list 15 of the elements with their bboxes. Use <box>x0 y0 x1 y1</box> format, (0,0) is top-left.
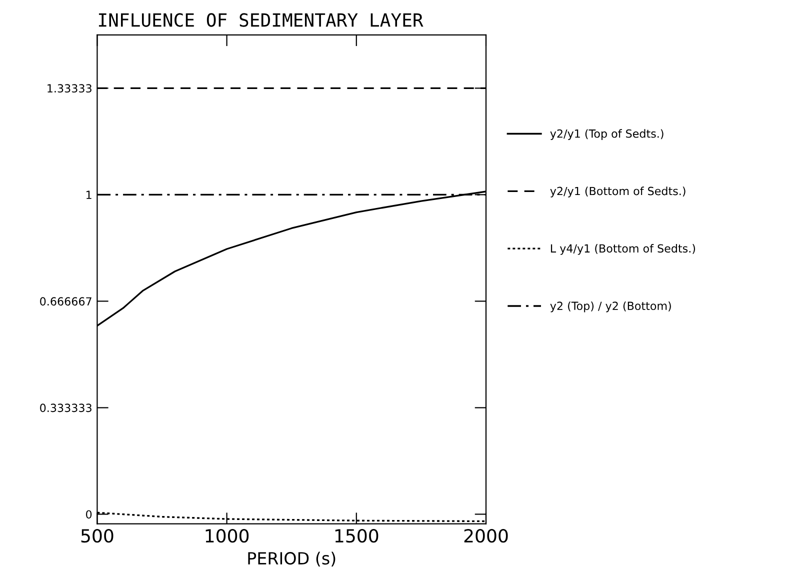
x-tick-label: 1000 <box>206 528 249 543</box>
chart-title: INFLUENCE OF SEDIMENTARY LAYER <box>98 13 424 27</box>
x-tick-label: 2000 <box>464 528 508 543</box>
y-tick-label: 0 <box>86 510 92 519</box>
y-tick-label: 1 <box>86 190 92 199</box>
legend-label: y2/y1 (Top of Sedts.) <box>550 129 664 140</box>
legend-label: y2 (Top) / y2 (Bottom) <box>550 301 671 312</box>
x-tick-label: 1500 <box>335 528 378 543</box>
x-tick-label: 500 <box>81 528 114 543</box>
y-tick-label: 0.666667 <box>40 297 92 306</box>
legend-label: y2/y1 (Bottom of Sedts.) <box>550 186 686 198</box>
y-tick-label: 0.333333 <box>40 404 92 412</box>
x-axis-title: PERIOD (s) <box>248 552 336 567</box>
y-tick-label: 1.33333 <box>48 84 92 93</box>
legend-label: L y4/y1 (Bottom of Sedts.) <box>550 244 696 255</box>
